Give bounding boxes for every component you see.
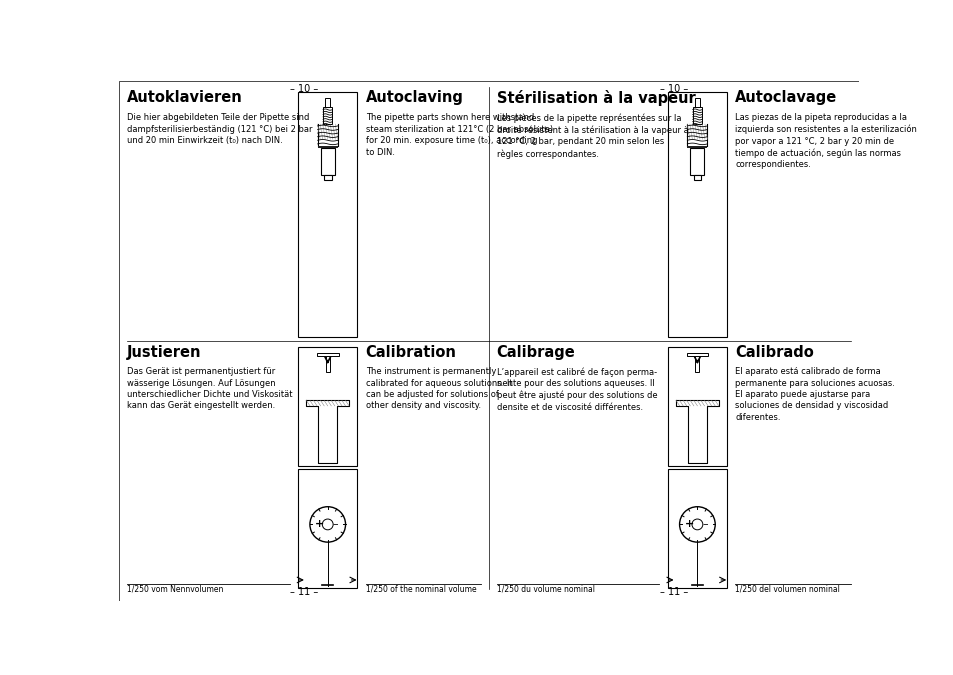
Text: Stérilisation à la vapeur: Stérilisation à la vapeur [497,90,695,106]
Bar [667,347,726,466]
Text: 1/250 du volume nominal: 1/250 du volume nominal [497,584,594,593]
Bar [686,146,707,148]
Text: Les pièces de la pipette représentées sur la
droite résistent à la stérilisation: Les pièces de la pipette représentées su… [497,113,688,159]
Bar [323,175,332,180]
Text: Calibrado: Calibrado [735,346,813,360]
Bar [320,148,335,175]
Text: Calibration: Calibration [365,346,456,360]
Text: – 10 –: – 10 – [290,84,318,94]
Bar [667,469,726,588]
Text: +: + [315,520,324,529]
Bar [692,107,701,124]
Bar [695,356,699,372]
Bar [323,107,332,124]
Bar [325,98,330,107]
Text: – 10 –: – 10 – [659,84,687,94]
Text: 1/250 vom Nennvolumen: 1/250 vom Nennvolumen [127,584,223,593]
Text: Autoclaving: Autoclaving [365,90,463,105]
Text: The pipette parts shown here withstand
steam sterilization at 121°C (2 bar absol: The pipette parts shown here withstand s… [365,113,552,157]
Bar [317,146,337,148]
Bar [316,353,338,356]
Bar [298,347,356,466]
Text: –: – [701,520,707,529]
Text: +: + [684,520,694,529]
Text: Las piezas de la pipeta reproducidas a la
izquierda son resistentes a la esteril: Las piezas de la pipeta reproducidas a l… [735,113,916,169]
Text: Autoclavage: Autoclavage [735,90,837,105]
Bar [298,92,356,337]
Text: Das Gerät ist permanentjustiert für
wässerige Lösungen. Auf Lösungen
unterschied: Das Gerät ist permanentjustiert für wäss… [127,367,293,410]
Bar [695,98,699,107]
Bar [667,92,726,337]
Bar [693,175,700,180]
Text: 1/250 of the nominal volume: 1/250 of the nominal volume [365,584,476,593]
Bar [686,353,707,356]
Text: Die hier abgebildeten Teile der Pipette sind
dampfsterilisierbeständig (121 °C) : Die hier abgebildeten Teile der Pipette … [127,113,313,145]
Text: El aparato está calibrado de forma
permanente para soluciones acuosas.
El aparat: El aparato está calibrado de forma perma… [735,367,894,422]
Text: –: – [333,520,338,529]
Text: The instrument is permanently
calibrated for aqueous solutions. It
can be adjust: The instrument is permanently calibrated… [365,367,512,410]
Bar [690,148,703,175]
Text: Justieren: Justieren [127,346,201,360]
Text: L’appareil est calibré de façon perma-
nente pour des solutions aqueuses. Il
peu: L’appareil est calibré de façon perma- n… [497,367,657,412]
Bar [298,469,356,588]
Text: 1/250 del volumen nominal: 1/250 del volumen nominal [735,584,840,593]
Bar [325,356,330,372]
Text: Autoklavieren: Autoklavieren [127,90,242,105]
Text: – 11 –: – 11 – [290,587,318,597]
Text: – 11 –: – 11 – [659,587,687,597]
Text: Calibrage: Calibrage [497,346,575,360]
